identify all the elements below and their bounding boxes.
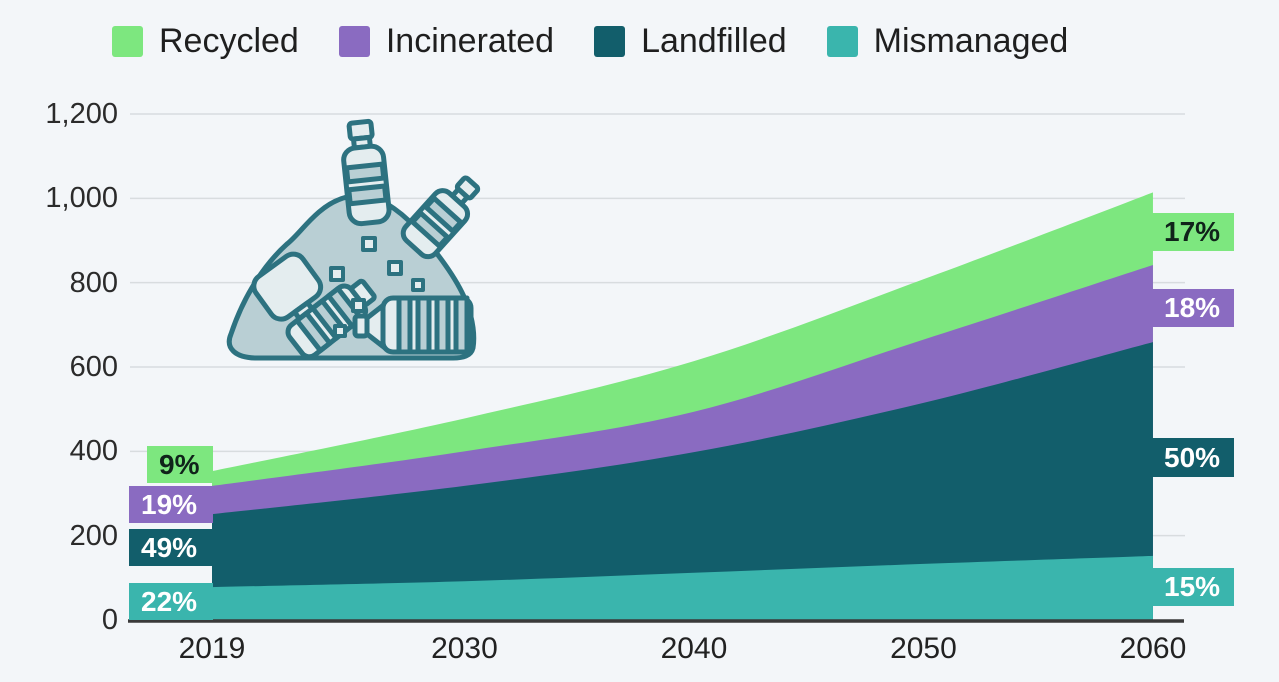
share-label-mismanaged-2019: 22% xyxy=(129,583,213,620)
x-axis-tick-label: 2050 xyxy=(890,632,957,665)
share-label-mismanaged-2060: 15% xyxy=(1152,568,1234,606)
area-series xyxy=(212,192,1153,620)
x-axis-tick-label: 2030 xyxy=(431,632,498,665)
share-label-incinerated-2019: 19% xyxy=(129,486,213,523)
legend-swatch-landfilled xyxy=(594,25,626,57)
legend: Recycled Incinerated Landfilled Mismanag… xyxy=(112,24,1068,58)
legend-item-incinerated: Incinerated xyxy=(338,22,555,60)
share-label-landfilled-2060: 50% xyxy=(1152,438,1234,477)
y-axis-tick-label: 1,000 xyxy=(45,182,118,215)
legend-label-mismanaged: Mismanaged xyxy=(873,22,1069,60)
legend-label-recycled: Recycled xyxy=(159,22,299,60)
area-mismanaged xyxy=(212,555,1153,620)
legend-item-landfilled: Landfilled xyxy=(594,24,787,58)
legend-swatch-incinerated xyxy=(338,25,370,57)
legend-item-mismanaged: Mismanaged xyxy=(826,22,1069,60)
legend-label-landfilled: Landfilled xyxy=(641,22,787,60)
y-axis-tick-label: 0 xyxy=(101,604,118,636)
legend-swatch-mismanaged xyxy=(826,25,858,57)
y-axis-tick-label: 1,200 xyxy=(45,98,118,130)
share-label-incinerated-2060: 18% xyxy=(1152,289,1234,327)
legend-item-recycled: Recycled xyxy=(112,24,299,58)
y-axis-tick-label: 400 xyxy=(69,435,118,468)
share-label-landfilled-2019: 49% xyxy=(129,529,213,566)
share-label-recycled-2060: 17% xyxy=(1152,213,1234,251)
plastic-waste-icon xyxy=(226,118,481,361)
x-axis-tick-label: 2019 xyxy=(178,632,246,665)
x-axis-tick-label: 2040 xyxy=(660,632,728,665)
y-axis-tick-label: 200 xyxy=(69,519,118,552)
x-axis-tick-label: 2060 xyxy=(1119,632,1187,665)
share-label-recycled-2019: 9% xyxy=(147,446,213,483)
y-axis-tick-label: 600 xyxy=(69,351,118,383)
area-landfilled xyxy=(212,342,1153,620)
legend-swatch-recycled xyxy=(112,25,143,57)
y-axis-tick-label: 800 xyxy=(69,266,118,299)
legend-label-incinerated: Incinerated xyxy=(385,22,555,60)
